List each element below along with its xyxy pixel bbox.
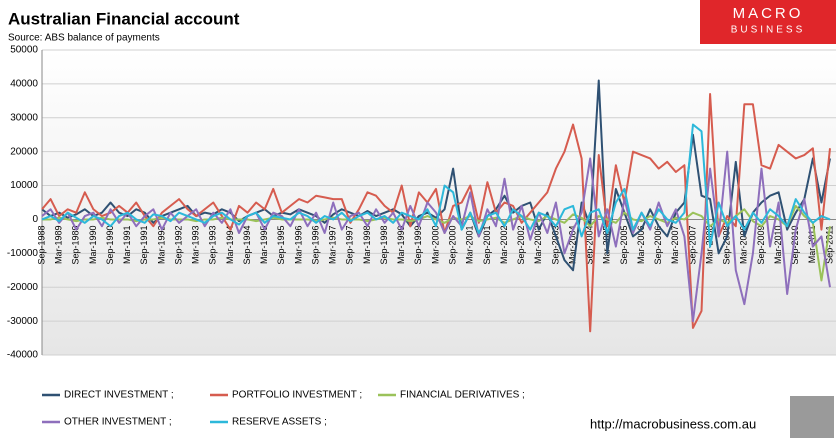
x-tick-label: Mar-2002 (499, 225, 509, 264)
y-tick-label: -40000 (7, 350, 39, 361)
chart-title: Australian Financial account (8, 9, 240, 28)
logo-text: MACRO (733, 5, 804, 22)
x-tick-label: Mar-1991 (122, 225, 132, 264)
legend-label: FINANCIAL DERIVATIVES ; (400, 390, 525, 401)
y-tick-label: -20000 (7, 282, 39, 293)
wolf-image (790, 396, 834, 438)
x-tick-label: Sep-2006 (653, 225, 663, 264)
logo-text: BUSINESS (731, 25, 806, 36)
y-tick-label: -10000 (7, 248, 39, 259)
x-tick-label: Sep-1991 (139, 225, 149, 264)
x-tick-label: Mar-1990 (88, 225, 98, 264)
x-tick-label: Mar-1995 (259, 225, 269, 264)
x-tick-label: Mar-1997 (328, 225, 338, 264)
y-tick-label: 30000 (10, 112, 38, 123)
y-tick-label: -30000 (7, 316, 39, 327)
x-tick-label: Sep-2011 (824, 225, 834, 263)
x-tick-label: Sep-2010 (790, 225, 800, 264)
legend-label: OTHER INVESTMENT ; (64, 417, 172, 428)
chart-subtitle: Source: ABS balance of payments (8, 33, 160, 44)
x-tick-label: Sep-1993 (208, 225, 218, 264)
x-tick-label: Sep-2002 (516, 225, 526, 264)
y-tick-label: 0 (32, 214, 38, 225)
y-tick-label: 40000 (10, 79, 38, 90)
x-tick-label: Mar-1998 (362, 225, 372, 264)
x-tick-label: Sep-2004 (585, 225, 595, 264)
y-tick-label: 10000 (10, 180, 38, 191)
x-tick-label: Sep-2000 (448, 225, 458, 264)
x-tick-label: Sep-1990 (105, 225, 115, 264)
x-tick-label: Sep-1997 (345, 225, 355, 264)
x-tick-label: Mar-2003 (533, 225, 543, 264)
logo-box (700, 0, 836, 44)
series-line (41, 79, 831, 272)
x-tick-label: Mar-1989 (54, 225, 64, 264)
x-tick-label: Mar-2006 (636, 225, 646, 264)
legend-label: RESERVE ASSETS ; (232, 417, 327, 428)
x-tick-label: Sep-2009 (756, 225, 766, 264)
y-tick-label: 50000 (10, 45, 38, 56)
x-tick-label: Sep-2003 (550, 225, 560, 264)
x-tick-label: Sep-2001 (482, 225, 492, 264)
x-tick-label: Mar-1994 (225, 225, 235, 264)
source-url: http://macrobusiness.com.au (590, 416, 756, 431)
x-tick-label: Sep-1999 (413, 225, 423, 264)
x-tick-label: Mar-2009 (739, 225, 749, 264)
x-tick-label: Sep-2008 (722, 225, 732, 264)
legend-label: PORTFOLIO INVESTMENT ; (232, 390, 362, 401)
x-tick-label: Sep-2005 (619, 225, 629, 264)
x-tick-label: Mar-1992 (156, 225, 166, 264)
x-tick-label: Sep-1988 (36, 225, 46, 264)
x-tick-label: Sep-1996 (310, 225, 320, 264)
x-tick-label: Sep-2007 (687, 225, 697, 264)
x-tick-label: Mar-2010 (773, 225, 783, 264)
x-tick-label: Mar-1999 (396, 225, 406, 264)
x-tick-label: Mar-2007 (670, 225, 680, 264)
x-tick-label: Sep-1998 (379, 225, 389, 264)
x-tick-label: Mar-1993 (191, 225, 201, 264)
series-line (41, 150, 831, 323)
x-tick-label: Mar-2000 (430, 225, 440, 264)
x-tick-label: Mar-2001 (465, 225, 475, 264)
x-tick-label: Mar-1996 (293, 225, 303, 264)
y-tick-label: 20000 (10, 146, 38, 157)
x-tick-label: Mar-2004 (567, 225, 577, 264)
series-line (41, 93, 831, 333)
x-tick-label: Sep-1994 (242, 225, 252, 264)
x-tick-label: Sep-1995 (276, 225, 286, 264)
x-tick-label: Sep-1989 (71, 225, 81, 264)
x-tick-label: Sep-1992 (173, 225, 183, 264)
legend-label: DIRECT INVESTMENT ; (64, 390, 174, 401)
series-line (41, 123, 831, 248)
